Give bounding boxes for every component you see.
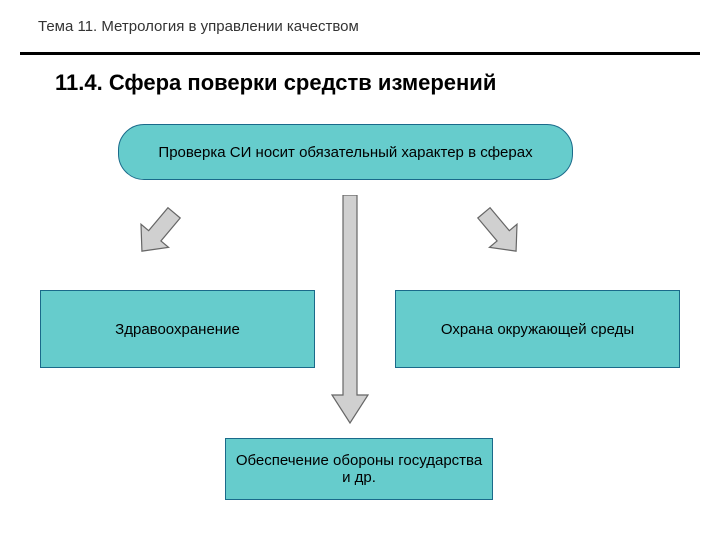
section-title: 11.4. Сфера поверки средств измерений — [55, 70, 496, 96]
horizontal-rule — [20, 52, 700, 55]
box-right-label: Охрана окружающей среды — [441, 321, 634, 338]
box-left-label: Здравоохранение — [115, 321, 240, 338]
arrow-right — [465, 192, 535, 272]
box-left: Здравоохранение — [40, 290, 315, 368]
arrow-left — [123, 192, 193, 272]
arrow-center — [330, 195, 370, 425]
box-top-label: Проверка СИ носит обязательный характер … — [158, 144, 532, 161]
box-bottom: Обеспечение обороны государства и др. — [225, 438, 493, 500]
box-top: Проверка СИ носит обязательный характер … — [118, 124, 573, 180]
box-bottom-label: Обеспечение обороны государства и др. — [234, 452, 484, 486]
topic-label: Тема 11. Метрология в управлении качеств… — [38, 18, 359, 35]
box-right: Охрана окружающей среды — [395, 290, 680, 368]
